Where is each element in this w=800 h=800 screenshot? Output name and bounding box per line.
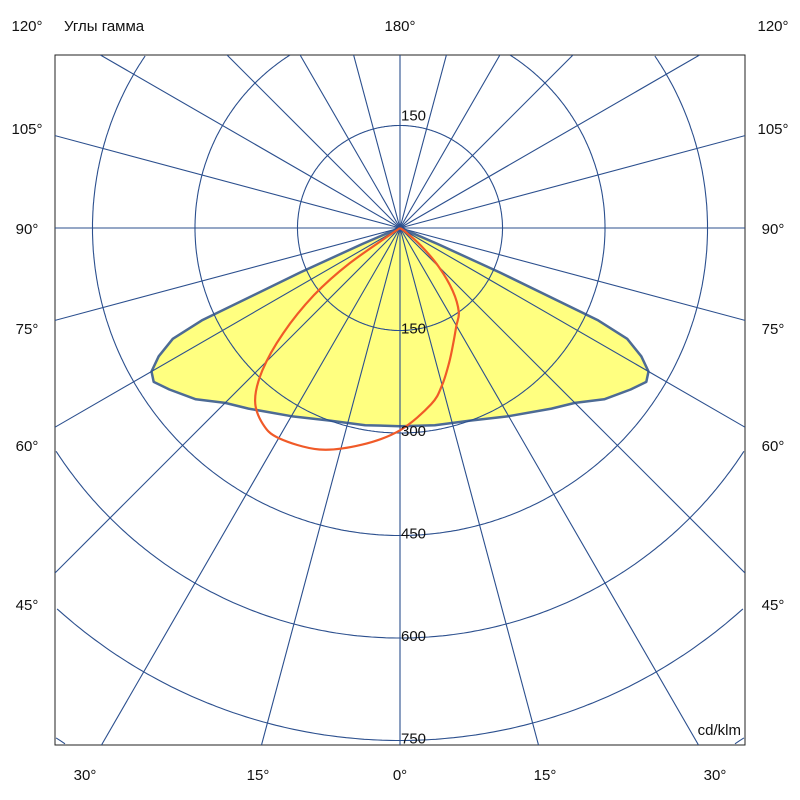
grid-spoke (226, 55, 401, 229)
grid-circle (55, 737, 745, 745)
grid-spoke (55, 135, 401, 229)
angle-label-right: 45° (762, 597, 785, 614)
angle-label-right: 75° (762, 321, 785, 338)
grid-spoke (353, 55, 401, 229)
grid-spoke (399, 55, 447, 229)
angle-label-left: 105° (11, 121, 42, 138)
grid-spoke (399, 227, 745, 428)
grid-spoke (100, 55, 401, 229)
grid-circle (91, 55, 709, 537)
angle-label-right: 90° (762, 221, 785, 238)
angle-label-left: 45° (16, 597, 39, 614)
angle-label-bottom: 15° (534, 767, 557, 784)
angle-label-left: 90° (16, 221, 39, 238)
radial-tick-label: 150 (401, 108, 426, 125)
grid-circle (55, 450, 745, 639)
radial-tick-label: 450 (401, 526, 426, 543)
grid-spoke (399, 227, 699, 745)
angle-label-right: 60° (762, 438, 785, 455)
angle-label-bottom: 30° (704, 767, 727, 784)
grid-spoke (399, 55, 574, 229)
angle-label-left: 60° (16, 438, 39, 455)
radial-tick-label: 600 (401, 628, 426, 645)
grid-spoke (260, 227, 401, 745)
grid-circle (194, 55, 606, 434)
angle-label-bottom: 15° (247, 767, 270, 784)
radial-tick-label: 750 (401, 731, 426, 748)
grid-spoke (55, 227, 401, 428)
top-angle-label: 180° (384, 18, 415, 35)
grid-spoke (55, 227, 401, 321)
angle-label-bottom: 0° (393, 767, 407, 784)
grid-circle (56, 608, 744, 742)
angle-label-right: 120° (757, 18, 788, 35)
unit-label: cd/klm (698, 722, 741, 739)
angle-label-left: 75° (16, 321, 39, 338)
grid-spoke (299, 55, 401, 229)
grid-spoke (399, 227, 540, 745)
grid-spoke (55, 227, 401, 574)
grid-spoke (399, 227, 745, 321)
grid-spoke (399, 135, 745, 229)
angle-label-left: 120° (11, 18, 42, 35)
chart-title: Углы гамма (64, 18, 145, 35)
grid-spoke (399, 227, 745, 574)
grid-spoke (399, 55, 501, 229)
angle-label-bottom: 30° (74, 767, 97, 784)
grid-spoke (101, 227, 401, 745)
grid-spoke (399, 55, 700, 229)
radial-tick-label: 300 (401, 423, 426, 440)
angle-label-right: 105° (757, 121, 788, 138)
c90-c270-curve (253, 227, 461, 451)
radial-tick-label: 150 (401, 321, 426, 338)
